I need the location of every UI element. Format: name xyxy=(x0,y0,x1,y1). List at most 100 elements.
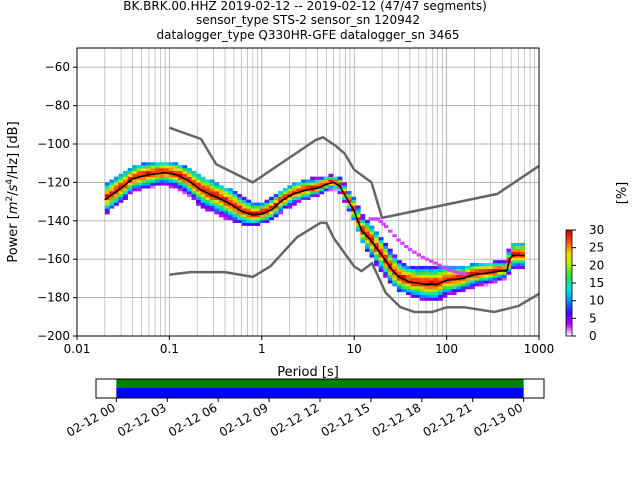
heatmap-cell xyxy=(492,274,498,278)
heatmap-cell xyxy=(200,196,206,200)
heatmap-cell xyxy=(132,168,138,172)
title-line-3: datalogger_type Q330HR-GFE datalogger_sn… xyxy=(157,28,460,42)
heatmap-cell xyxy=(346,193,352,198)
heatmap-cell xyxy=(177,179,183,183)
heatmap-cell xyxy=(520,265,525,270)
heatmap-cell xyxy=(282,202,288,206)
heatmap-cell xyxy=(214,208,220,212)
heatmap-cell xyxy=(520,251,525,255)
heatmap-cell xyxy=(374,242,379,247)
heatmap-cell xyxy=(415,268,421,272)
x-tick-label: 0.01 xyxy=(64,342,91,356)
heatmap-cell xyxy=(278,196,284,200)
heatmap-cell xyxy=(406,283,411,287)
heatmap-cell xyxy=(209,191,215,195)
timeline-processed-bar xyxy=(116,379,524,388)
heatmap-cell xyxy=(412,250,417,254)
heatmap-cell xyxy=(342,182,347,186)
heatmap-cell xyxy=(355,216,361,221)
heatmap-cell xyxy=(510,248,516,252)
heatmap-cell xyxy=(474,280,480,284)
heatmap-cell xyxy=(273,202,279,206)
heatmap-cell xyxy=(488,268,494,272)
heatmap-cell xyxy=(378,260,384,264)
heatmap-cell xyxy=(346,202,352,206)
heatmap-cell xyxy=(228,196,233,200)
heatmap-cell xyxy=(141,185,147,189)
heatmap-cell xyxy=(469,271,475,275)
heatmap-cell xyxy=(113,188,119,192)
heatmap-cell xyxy=(383,268,389,272)
heatmap-cell xyxy=(337,182,343,186)
heatmap-cell xyxy=(191,193,197,198)
heatmap-cell xyxy=(520,245,525,249)
heatmap-cell xyxy=(360,234,366,238)
heatmap-cell xyxy=(401,286,407,290)
heatmap-cell xyxy=(515,263,521,267)
heatmap-cell xyxy=(301,188,306,192)
heatmap-cell xyxy=(287,196,293,200)
heatmap-cell xyxy=(387,271,393,275)
heatmap-cell xyxy=(410,283,416,287)
heatmap-cell xyxy=(278,205,284,209)
heatmap-cell xyxy=(214,191,220,195)
heatmap-cell xyxy=(264,199,270,203)
heatmap-cell xyxy=(492,263,498,267)
heatmap-cell xyxy=(141,165,147,169)
heatmap-cell xyxy=(305,193,311,198)
heatmap-cell xyxy=(291,188,297,192)
heatmap-cell xyxy=(424,280,430,284)
heatmap-cell xyxy=(415,271,421,275)
heatmap-cell xyxy=(510,242,516,247)
heatmap-cell xyxy=(396,280,402,284)
heatmap-cell xyxy=(447,286,452,290)
heatmap-cell xyxy=(305,191,311,195)
heatmap-cell xyxy=(269,205,274,209)
heatmap-cell xyxy=(378,254,384,258)
heatmap-cell xyxy=(123,179,128,183)
heatmap-cell xyxy=(155,176,160,180)
heatmap-cell xyxy=(287,188,293,192)
heatmap-cell xyxy=(237,214,243,218)
heatmap-cell xyxy=(424,265,430,270)
heatmap-cell xyxy=(269,196,274,200)
heatmap-cell xyxy=(168,173,174,177)
y-tick-label: −180 xyxy=(37,291,70,305)
heatmap-cell xyxy=(182,165,188,169)
heatmap-cell xyxy=(314,179,320,183)
heatmap-cell xyxy=(406,274,411,278)
heatmap-cell xyxy=(400,241,405,245)
heatmap-cell xyxy=(492,265,498,270)
heatmap-cell xyxy=(374,234,379,238)
heatmap-cell xyxy=(168,170,174,175)
heatmap-cell xyxy=(205,208,211,212)
heatmap-cell xyxy=(442,294,448,298)
heatmap-cell xyxy=(416,253,422,257)
heatmap-cell xyxy=(396,277,402,281)
heatmap-cell xyxy=(259,211,265,215)
heatmap-cell xyxy=(355,208,361,212)
heatmap-cell xyxy=(396,263,402,267)
x-tick-label: 10 xyxy=(347,342,362,356)
heatmap-cell xyxy=(246,219,252,224)
heatmap-cell xyxy=(228,211,233,215)
heatmap-cell xyxy=(109,191,115,195)
heatmap-cell xyxy=(104,199,110,203)
heatmap-cell xyxy=(497,274,503,278)
heatmap-cell xyxy=(424,274,430,278)
heatmap-cell xyxy=(351,205,357,209)
heatmap-cell xyxy=(241,208,247,212)
heatmap-cell xyxy=(387,277,393,281)
heatmap-cell xyxy=(510,263,516,267)
heatmap-cell xyxy=(428,297,434,301)
heatmap-cell xyxy=(310,185,316,189)
heatmap-cell xyxy=(433,294,439,298)
heatmap-cell xyxy=(296,196,302,200)
heatmap-cell xyxy=(164,173,170,177)
heatmap-cell xyxy=(488,274,494,278)
heatmap-cell xyxy=(401,283,407,287)
heatmap-cell xyxy=(296,185,302,189)
heatmap-cell xyxy=(173,165,179,169)
heatmap-cell xyxy=(429,259,434,263)
